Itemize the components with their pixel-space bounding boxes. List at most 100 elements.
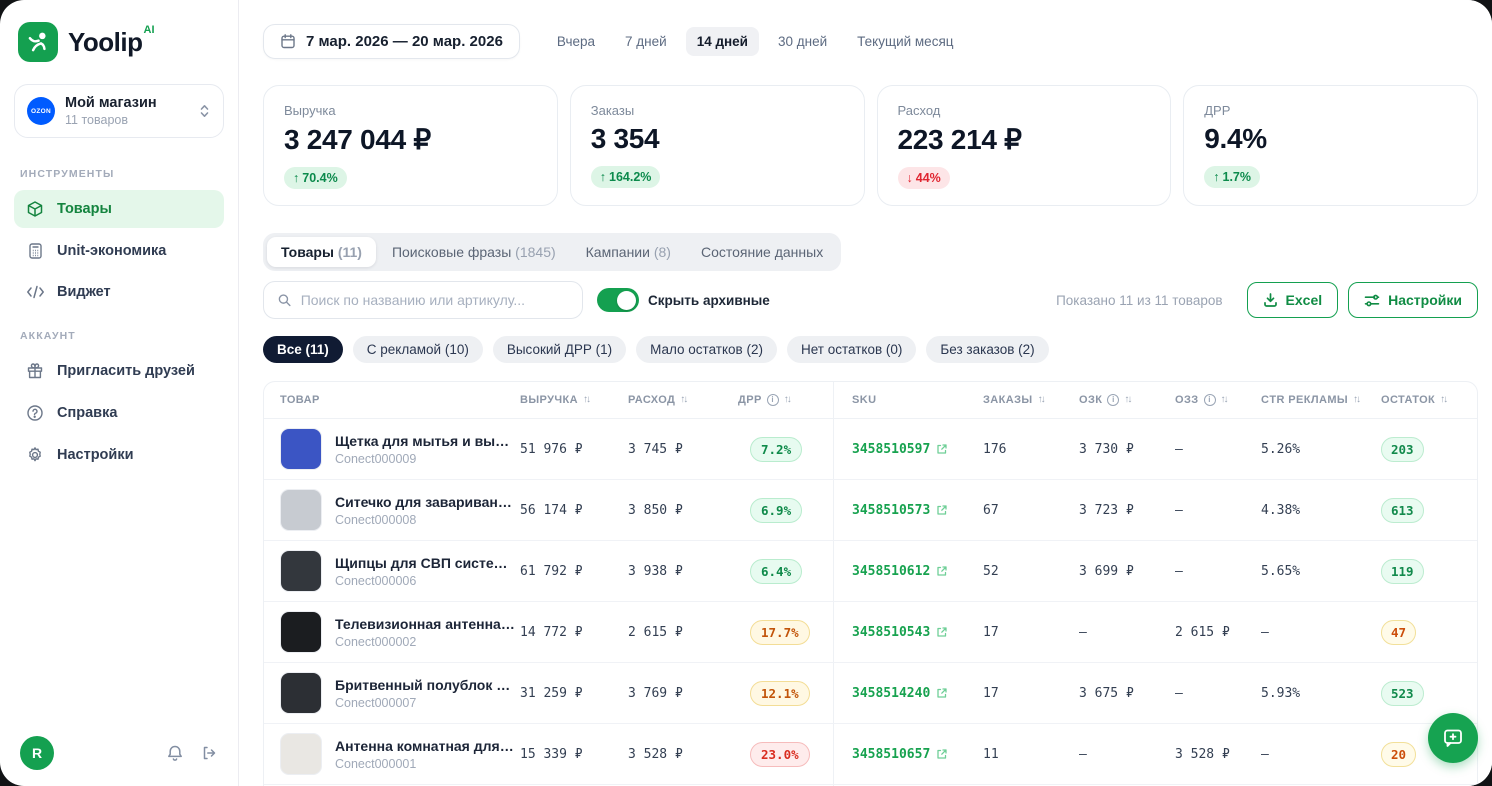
cell-orders: 67 — [983, 502, 999, 518]
search-box[interactable] — [263, 281, 583, 319]
column-header-7[interactable]: ОЗК i ↑↓ — [1079, 393, 1132, 406]
filter-chip[interactable]: Без заказов (2) — [926, 336, 1049, 363]
sort-icon[interactable]: ↑↓ — [783, 394, 792, 406]
period-current-month[interactable]: Текущий месяц — [857, 34, 954, 49]
kpi-card: ДРР 9.4% ↑ 1.7% — [1183, 85, 1478, 206]
period-14-days[interactable]: 14 дней — [685, 27, 759, 56]
sort-icon[interactable]: ↑↓ — [1353, 394, 1361, 406]
download-icon — [1263, 293, 1277, 307]
cell-ctr: 5.26% — [1261, 441, 1301, 457]
stock-badge: 47 — [1381, 619, 1417, 645]
cell-ozz: 2 615 ₽ — [1175, 624, 1230, 640]
sku-link[interactable]: 3458510543 — [852, 625, 948, 640]
external-link-icon — [937, 688, 947, 698]
sku-link[interactable]: 3458510657 — [852, 747, 948, 762]
sidebar-item-help[interactable]: Справка — [14, 394, 224, 432]
cell-revenue: 51 976 ₽ — [520, 441, 583, 457]
table-row[interactable]: Ситечко для заваривания ... Conect000008… — [264, 480, 1477, 541]
sort-icon[interactable]: ↑↓ — [1037, 394, 1046, 406]
sku-link[interactable]: 3458510597 — [852, 442, 948, 457]
product-name: Щетка для мытья и вычес... — [335, 432, 515, 449]
sidebar-section-title: АККАУНТ — [20, 330, 76, 342]
sort-icon[interactable]: ↑↓ — [1124, 394, 1132, 406]
sku-link[interactable]: 3458510573 — [852, 503, 948, 518]
sidebar-section-title: ИНСТРУМЕНТЫ — [20, 168, 115, 180]
cell-sku: 3458510543 — [833, 602, 983, 662]
column-header-5: SKU — [833, 382, 983, 418]
sidebar-item-settings[interactable]: Настройки — [14, 436, 224, 474]
column-header-3[interactable]: РАСХОД ↑↓ — [628, 393, 688, 406]
table-row[interactable]: Телевизионная антенна Т... Conect000002 … — [264, 602, 1477, 663]
column-header-9[interactable]: CTR РЕКЛАМЫ ↑↓ — [1261, 393, 1361, 406]
cell-revenue: 56 174 ₽ — [520, 502, 583, 518]
kpi-value: 3 247 044 ₽ — [284, 124, 431, 155]
cell-ozk: — — [1079, 624, 1087, 640]
kpi-value: 3 354 — [590, 123, 660, 154]
filter-chip[interactable]: Высокий ДРР (1) — [492, 336, 627, 363]
sku-link[interactable]: 3458514240 — [852, 686, 948, 701]
cell-ctr: 5.93% — [1261, 685, 1301, 701]
tab-products[interactable]: Товары (11) — [267, 237, 376, 267]
kpi-delta-badge: ↓ 44% — [897, 167, 950, 189]
sidebar-item-products[interactable]: Товары — [14, 190, 224, 228]
info-icon[interactable]: i — [1203, 393, 1216, 406]
filter-chip[interactable]: С рекламой (10) — [352, 336, 483, 363]
search-input[interactable] — [300, 292, 569, 308]
period-30-days[interactable]: 30 дней — [778, 34, 828, 49]
table-row[interactable]: Щипцы для СВП система ... Conect000006 6… — [264, 541, 1477, 602]
column-header-6[interactable]: ЗАКАЗЫ ↑↓ — [983, 393, 1046, 406]
product-image — [280, 733, 322, 775]
cell-spend: 3 938 ₽ — [628, 563, 683, 579]
column-header-2[interactable]: ВЫРУЧКА ↑↓ — [520, 393, 591, 406]
date-range-picker[interactable]: 7 мар. 2026 — 20 мар. 2026 — [263, 24, 520, 59]
tab-data-status[interactable]: Состояние данных — [700, 244, 824, 260]
column-header-8[interactable]: ОЗЗ i ↑↓ — [1175, 393, 1229, 406]
sidebar-item-widget[interactable]: Виджет — [14, 274, 224, 310]
info-icon[interactable]: i — [1107, 393, 1120, 406]
cell-orders: 17 — [983, 685, 999, 701]
filter-chip[interactable]: Нет остатков (0) — [786, 336, 917, 363]
drr-badge: 23.0% — [750, 741, 810, 767]
sort-icon[interactable]: ↑↓ — [1220, 394, 1229, 406]
cell-revenue: 31 259 ₽ — [520, 685, 583, 701]
table-row[interactable]: Бритвенный полублок JIK ... Conect000007… — [264, 663, 1477, 724]
table-row[interactable]: Антенна комнатная для ци... Conect000001… — [264, 724, 1477, 785]
product-image — [280, 611, 322, 653]
cell-stock: 119 — [1381, 558, 1461, 584]
cell-drr: 12.1% — [738, 680, 833, 706]
info-icon[interactable]: i — [766, 393, 779, 406]
support-chat-button[interactable] — [1428, 713, 1478, 763]
sidebar-item-label: Пригласить друзей — [57, 363, 195, 379]
avatar[interactable]: R — [20, 736, 54, 770]
logout-icon[interactable] — [200, 744, 218, 762]
product-article: Conect000006 — [335, 573, 417, 588]
cell-sku: 3458510597 — [833, 419, 983, 479]
column-header-4[interactable]: ДРР i ↑↓ — [738, 393, 792, 406]
table-row[interactable]: Щетка для мытья и вычес... Conect000009 … — [264, 419, 1477, 480]
sku-link[interactable]: 3458510612 — [852, 564, 948, 579]
column-header-10[interactable]: ОСТАТОК ↑↓ — [1381, 393, 1448, 406]
period-7-days[interactable]: 7 дней — [625, 34, 667, 49]
period-yesterday[interactable]: Вчера — [556, 34, 596, 49]
store-selector[interactable]: OZON Мой магазин 11 товаров — [14, 84, 224, 138]
kpi-delta-badge: ↑ 1.7% — [1204, 166, 1260, 188]
sidebar-item-invite-friends[interactable]: Пригласить друзей — [14, 352, 224, 390]
sort-icon[interactable]: ↑↓ — [582, 394, 591, 406]
filter-chip[interactable]: Все (11) — [263, 336, 343, 363]
filter-chip[interactable]: Мало остатков (2) — [636, 336, 777, 363]
trend-arrow-icon: ↑ — [599, 170, 606, 184]
hide-archived-toggle[interactable]: Скрыть архивные — [597, 288, 770, 312]
bell-icon[interactable] — [166, 744, 184, 763]
sidebar-item-unit-economics[interactable]: Unit-экономика — [14, 232, 224, 270]
sort-icon[interactable]: ↑↓ — [1440, 394, 1448, 406]
excel-export-button[interactable]: Excel — [1246, 282, 1339, 318]
tab-search-phrases[interactable]: Поисковые фразы (1845) — [391, 244, 556, 260]
sort-icon[interactable]: ↑↓ — [680, 394, 688, 406]
table-settings-button[interactable]: Настройки — [1348, 282, 1478, 318]
tab-campaigns[interactable]: Кампании (8) — [585, 244, 671, 260]
cell-orders: 11 — [983, 746, 999, 762]
cell-drr: 6.4% — [738, 558, 833, 584]
cell-revenue: 61 792 ₽ — [520, 563, 583, 579]
cell-drr: 17.7% — [738, 619, 833, 645]
chevron-updown-icon — [200, 105, 209, 117]
